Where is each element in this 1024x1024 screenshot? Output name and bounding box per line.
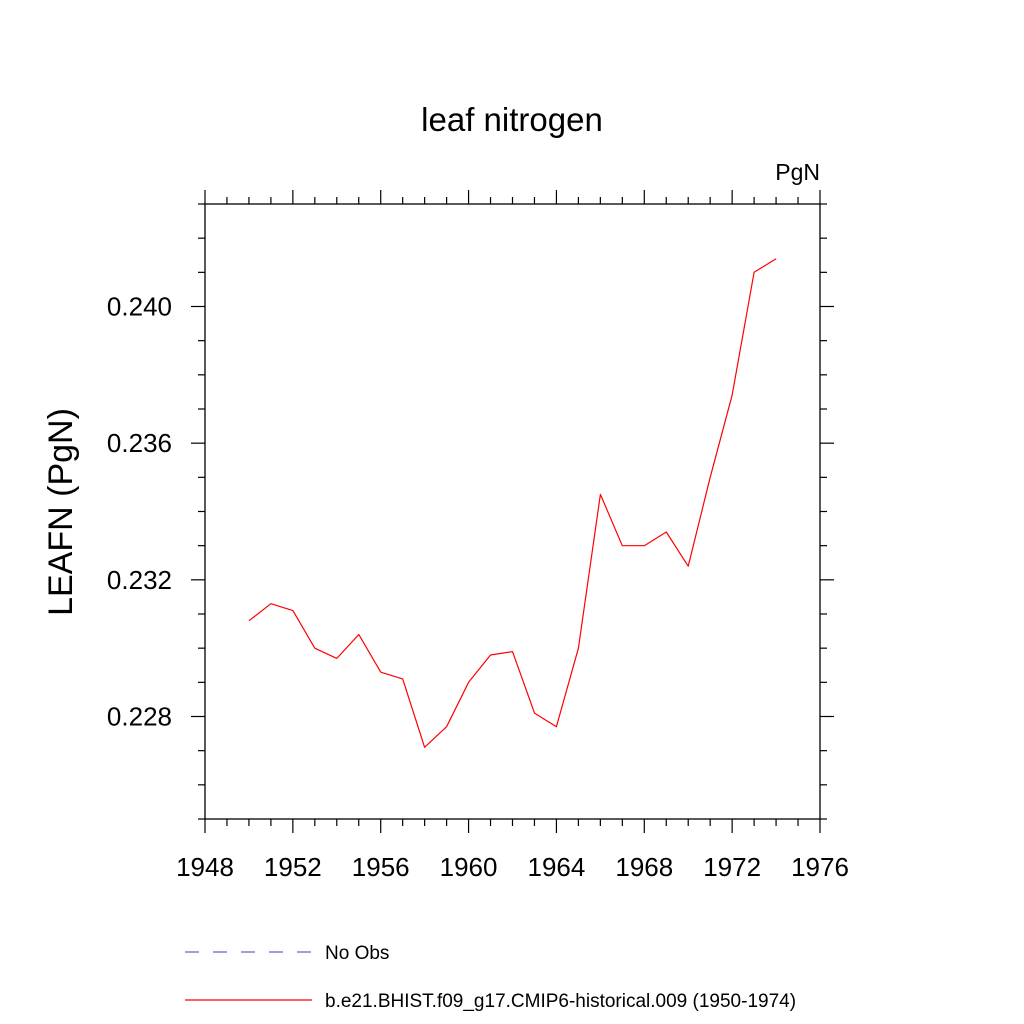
x-tick-label: 1948	[176, 852, 234, 882]
x-tick-label: 1964	[528, 852, 586, 882]
y-axis-label: LEAFN (PgN)	[42, 408, 80, 616]
x-tick-labels: 1948 1952 1956 1960 1964 1968 1972 1976	[176, 852, 849, 882]
legend: No Obs b.e21.BHIST.f09_g17.CMIP6-historic…	[185, 943, 796, 1012]
legend-label: b.e21.BHIST.f09_g17.CMIP6-historical.009…	[325, 991, 796, 1012]
x-tick-label: 1956	[352, 852, 410, 882]
chart-title: leaf nitrogen	[421, 101, 603, 138]
x-tick-label: 1952	[264, 852, 322, 882]
x-tick-label: 1960	[440, 852, 498, 882]
y-tick-label: 0.232	[107, 565, 172, 595]
y-tick-label: 0.228	[107, 702, 172, 732]
x-tick-label: 1972	[703, 852, 761, 882]
x-tick-label: 1976	[791, 852, 849, 882]
axis-ticks	[191, 190, 834, 833]
x-tick-label: 1968	[615, 852, 673, 882]
series-line	[248, 258, 777, 748]
units-label: PgN	[775, 159, 820, 185]
legend-label: No Obs	[325, 943, 389, 964]
y-tick-label: 0.236	[107, 428, 172, 458]
y-tick-labels: 0.228 0.232 0.236 0.240	[107, 292, 172, 732]
plot-frame	[204, 203, 821, 820]
y-tick-label: 0.240	[107, 292, 172, 322]
series-layer	[248, 258, 777, 748]
